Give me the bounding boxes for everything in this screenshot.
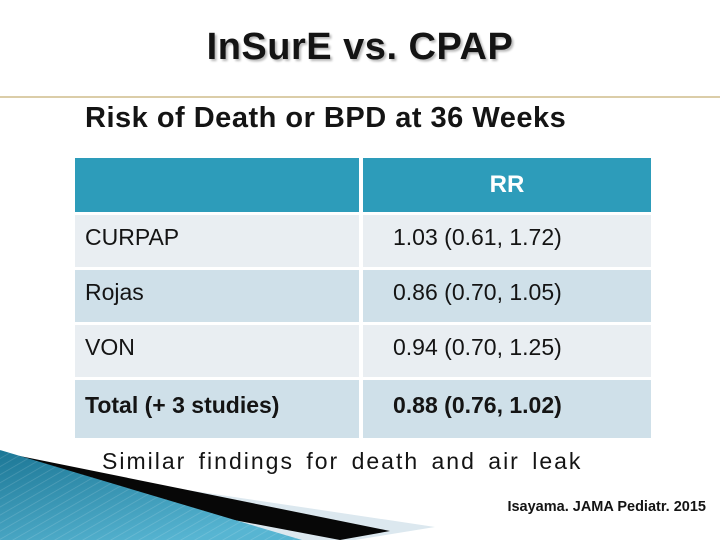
- slide-subtitle: Risk of Death or BPD at 36 Weeks: [85, 102, 567, 134]
- table-row: CURPAP 1.03 (0.61, 1.72): [75, 215, 651, 267]
- rr-value: 1.03 (0.61, 1.72): [363, 215, 651, 267]
- title-divider: [0, 96, 720, 98]
- rr-value: 0.94 (0.70, 1.25): [363, 325, 651, 377]
- black-wedge: [0, 452, 390, 540]
- table-row: Rojas 0.86 (0.70, 1.05): [75, 270, 651, 322]
- study-label: Rojas: [75, 270, 359, 322]
- study-label: Total (+ 3 studies): [75, 380, 359, 438]
- header-cell-rr: RR: [363, 158, 651, 212]
- slide-title: InSurE vs. CPAP: [206, 26, 514, 68]
- header-cell-empty: [75, 158, 359, 212]
- note-text: Similar findings for death and air leak: [102, 448, 583, 474]
- citation-text: Isayama. JAMA Pediatr. 2015: [507, 499, 706, 515]
- rr-value: 0.86 (0.70, 1.05): [363, 270, 651, 322]
- table-row-total: Total (+ 3 studies) 0.88 (0.76, 1.02): [75, 380, 651, 438]
- study-label: VON: [75, 325, 359, 377]
- corner-decoration-triangles: [0, 450, 435, 540]
- table-header-row: RR: [75, 158, 651, 212]
- results-table: RR CURPAP 1.03 (0.61, 1.72) Rojas 0.86 (…: [75, 158, 651, 438]
- study-label: CURPAP: [75, 215, 359, 267]
- rr-value: 0.88 (0.76, 1.02): [363, 380, 651, 438]
- teal-triangle-texture: [0, 450, 302, 540]
- table-row: VON 0.94 (0.70, 1.25): [75, 325, 651, 377]
